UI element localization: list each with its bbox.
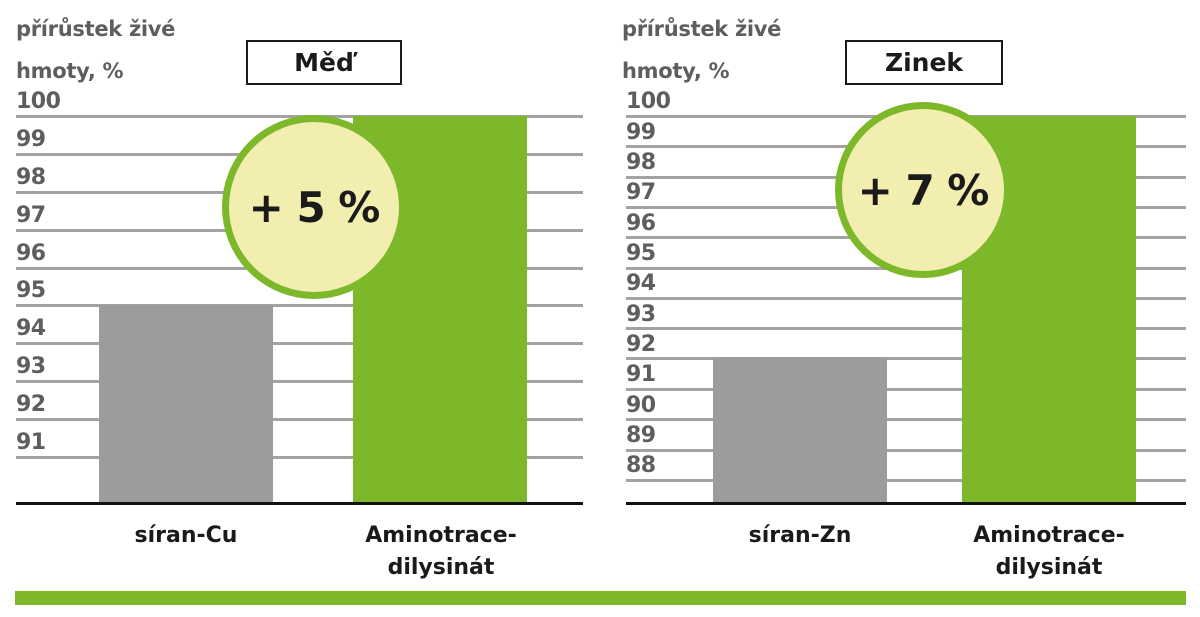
y-axis-label-line2: hmoty, %: [16, 59, 124, 83]
y-axis-label-line1: přírůstek živé: [16, 17, 176, 41]
category-label-line2: dilysinát: [995, 555, 1103, 580]
category-label-line1: Aminotrace-: [365, 523, 517, 548]
tick-label: 99: [16, 127, 46, 152]
tick-label: 99: [626, 120, 656, 145]
tick-label: 91: [626, 362, 656, 387]
gridline-92: [626, 357, 1186, 360]
gridline-91: [16, 456, 583, 459]
gridline-90: [626, 418, 1186, 421]
y-axis-label-line1: přírůstek živé: [622, 17, 782, 41]
chart-title-zinc: Zinek: [845, 40, 1003, 85]
tick-label: 97: [626, 180, 656, 205]
category-label-text: síran-Zn: [748, 523, 852, 548]
bar-siran-cu: [99, 305, 273, 503]
tick-label: 93: [626, 302, 656, 327]
tick-label: 95: [16, 278, 46, 303]
tick-label: 100: [16, 89, 61, 114]
category-label-siran-zn: síran-Zn: [700, 520, 900, 552]
tick-label: 94: [626, 271, 656, 296]
category-label-text: síran-Cu: [134, 523, 238, 548]
bar-siran-zn: [713, 357, 887, 503]
gridline-94: [626, 297, 1186, 300]
gridline-93: [626, 327, 1186, 330]
tick-label: 95: [626, 241, 656, 266]
tick-label: 96: [16, 241, 46, 266]
y-axis-label-line2: hmoty, %: [622, 59, 730, 83]
tick-label: 94: [16, 316, 46, 341]
tick-label: 89: [626, 423, 656, 448]
y-axis-label: přírůstek živé hmoty, %: [16, 8, 175, 92]
tick-label: 92: [626, 332, 656, 357]
increase-badge-zinc: + 7 %: [835, 102, 1011, 278]
x-axis-baseline: [626, 502, 1186, 505]
category-label-aminotrace-cu: Aminotrace- dilysinát: [336, 520, 546, 584]
tick-label: 100: [626, 89, 671, 114]
tick-label: 92: [16, 392, 46, 417]
gridline-94: [16, 342, 583, 345]
category-label-siran-cu: síran-Cu: [86, 520, 286, 552]
category-label-line1: Aminotrace-: [973, 523, 1125, 548]
tick-label: 88: [626, 453, 656, 478]
tick-label: 90: [626, 393, 656, 418]
chart-copper: přírůstek živé hmoty, % Měď 100 99 98 97…: [16, 0, 583, 580]
gridline-91: [626, 388, 1186, 391]
gridline-89: [626, 449, 1186, 452]
chart-zinc: přírůstek živé hmoty, % Zinek 100 99 98 …: [622, 0, 1186, 580]
tick-label: 97: [16, 203, 46, 228]
gridline-95: [16, 304, 583, 307]
increase-badge-copper: + 5 %: [222, 115, 406, 299]
tick-label: 96: [626, 211, 656, 236]
category-label-line2: dilysinát: [387, 555, 495, 580]
category-label-aminotrace-zn: Aminotrace- dilysinát: [944, 520, 1154, 584]
tick-label: 93: [16, 354, 46, 379]
gridline-88: [626, 479, 1186, 482]
tick-label: 98: [16, 165, 46, 190]
x-axis-baseline: [16, 502, 583, 505]
tick-label: 91: [16, 430, 46, 455]
gridline-92: [16, 418, 583, 421]
tick-label: 98: [626, 150, 656, 175]
gridline-93: [16, 380, 583, 383]
chart-title-copper: Měď: [246, 40, 402, 85]
y-axis-label: přírůstek živé hmoty, %: [622, 8, 781, 92]
footer-accent-strip: [15, 591, 1186, 605]
